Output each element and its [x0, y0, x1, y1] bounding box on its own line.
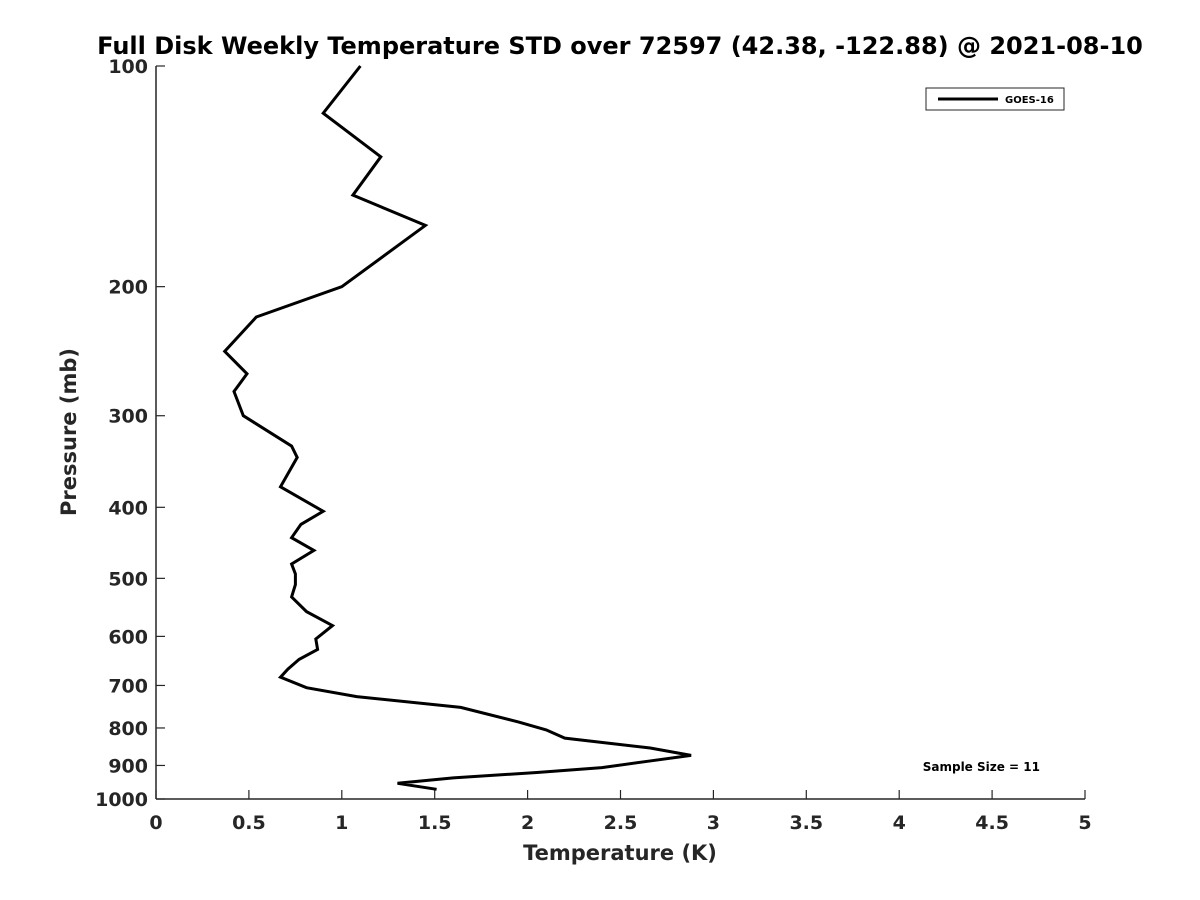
y-tick-label: 100	[108, 56, 148, 78]
y-tick-label: 1000	[95, 789, 148, 811]
x-tick-label: 2	[521, 812, 534, 834]
y-tick-label: 700	[108, 675, 148, 697]
x-tick-label: 3	[707, 812, 720, 834]
x-tick-label: 4.5	[975, 812, 1009, 834]
y-tick-label: 200	[108, 277, 148, 299]
x-axis-label: Temperature (K)	[523, 841, 717, 865]
y-tick-label: 300	[108, 406, 148, 428]
x-tick-label: 0	[149, 812, 162, 834]
x-tick-label: 1	[335, 812, 348, 834]
series-line-goes-16	[222, 65, 692, 791]
y-tick-label: 900	[108, 755, 148, 777]
y-tick-label: 600	[108, 626, 148, 648]
y-tick-label: 800	[108, 718, 148, 740]
x-tick-label: 1.5	[418, 812, 452, 834]
legend: GOES-16	[925, 87, 1065, 111]
axes	[155, 66, 1085, 800]
x-tick-label: 5	[1078, 812, 1091, 834]
x-tick-label: 0.5	[232, 812, 266, 834]
legend-entry-goes-16: GOES-16	[1005, 95, 1054, 106]
ticks: 0 0.5 1 1.5 2 2.5 3 3.5 4 4.5 5 100 200 300 400 500 600 7…	[95, 56, 1092, 834]
chart-title: Full Disk Weekly Temperature STD over 72…	[97, 32, 1143, 60]
y-tick-label: 500	[108, 568, 148, 590]
y-axis-label: Pressure (mb)	[57, 348, 81, 516]
x-tick-label: 2.5	[604, 812, 638, 834]
x-tick-label: 3.5	[789, 812, 823, 834]
sample-size-annotation: Sample Size = 11	[923, 760, 1040, 774]
y-tick-label: 400	[108, 497, 148, 519]
x-tick-label: 4	[893, 812, 906, 834]
